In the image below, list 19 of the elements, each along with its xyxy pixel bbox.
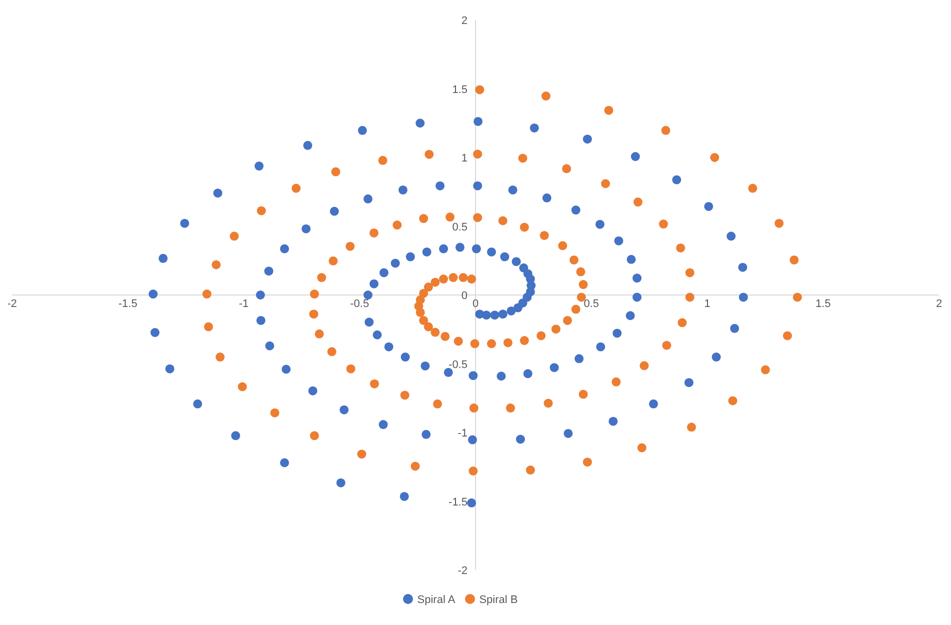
x-tick-label: -0.5 <box>350 298 370 310</box>
y-tick-label: 0 <box>461 290 468 302</box>
y-tick-label: 0.5 <box>452 221 468 234</box>
y-tick-label: 2 <box>461 15 468 27</box>
y-tick-label: -0.5 <box>448 358 468 371</box>
y-tick-label: -1.5 <box>448 496 468 508</box>
y-tick-label: -2 <box>458 565 468 577</box>
legend-label: Spiral A <box>417 594 456 606</box>
x-tick-label: -1 <box>238 298 249 310</box>
x-tick-label: 1 <box>704 298 710 310</box>
y-tick-label: 1 <box>461 152 468 164</box>
legend-label: Spiral B <box>479 594 518 606</box>
x-tick-label: -1.5 <box>118 298 138 310</box>
y-tick-label: -1 <box>458 428 468 440</box>
y-tick-label: 1.5 <box>452 84 468 96</box>
x-tick-label: 2 <box>936 298 942 310</box>
x-tick-label: 1.5 <box>815 298 831 310</box>
x-tick-label: 0 <box>472 298 479 310</box>
x-tick-label: 0.5 <box>584 298 600 310</box>
